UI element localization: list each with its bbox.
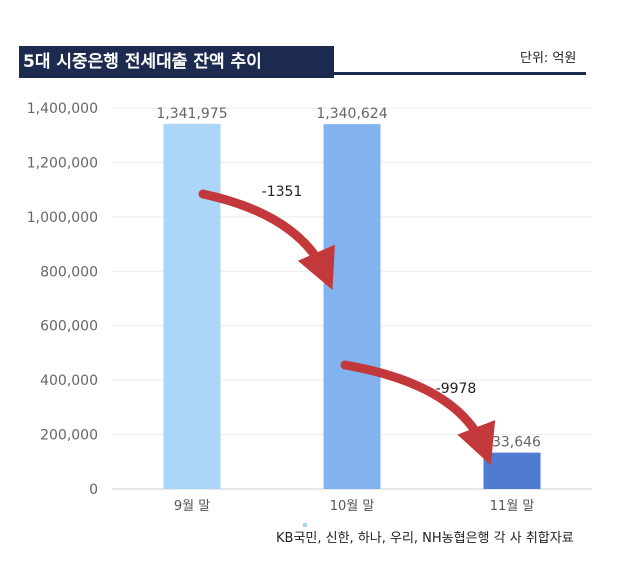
y-tick-label: 200,000 (40, 428, 98, 444)
change-arrow (198, 189, 335, 290)
bar-value-label: 1,340,624 (316, 106, 387, 122)
y-tick-label: 800,000 (40, 264, 98, 280)
bar (483, 452, 541, 489)
x-tick-label: 9월 말 (174, 499, 210, 514)
y-tick-label: 600,000 (40, 319, 98, 335)
x-tick-label: 11월 말 (490, 499, 535, 514)
bar (163, 123, 221, 490)
y-tick-label: 0 (89, 482, 98, 498)
value-labels: 1,341,975 1,340,624 133,646 (156, 106, 541, 451)
x-axis-ticks: 9월 말 10월 말 11월 말 (174, 499, 534, 514)
change-arrow (340, 360, 496, 466)
change-annotation: -1351 (262, 184, 303, 200)
y-axis-ticks: 0 200,000 400,000 600,000 800,000 1,000,000 1,… (27, 101, 98, 498)
annotations: -1351 -9978 (198, 184, 496, 466)
y-tick-label: 1,200,000 (27, 155, 98, 171)
bar-value-label: 1,341,975 (156, 106, 227, 122)
source-marker (303, 523, 307, 527)
unit-label: 단위: 억원 (520, 51, 577, 66)
y-tick-label: 1,000,000 (27, 210, 98, 226)
bar-value-label: 133,646 (483, 435, 541, 451)
y-tick-label: 1,400,000 (27, 101, 98, 117)
bar (323, 124, 381, 489)
y-tick-label: 400,000 (40, 373, 98, 389)
title-underline (334, 72, 586, 75)
x-tick-label: 10월 말 (330, 499, 375, 514)
bars (163, 123, 541, 490)
source-note: KB국민, 신한, 하나, 우리, NH농협은행 각 사 취합자료 (276, 531, 574, 546)
chart-title: 5대 시중은행 전세대출 잔액 추이 (19, 46, 334, 78)
change-annotation: -9978 (436, 381, 477, 397)
